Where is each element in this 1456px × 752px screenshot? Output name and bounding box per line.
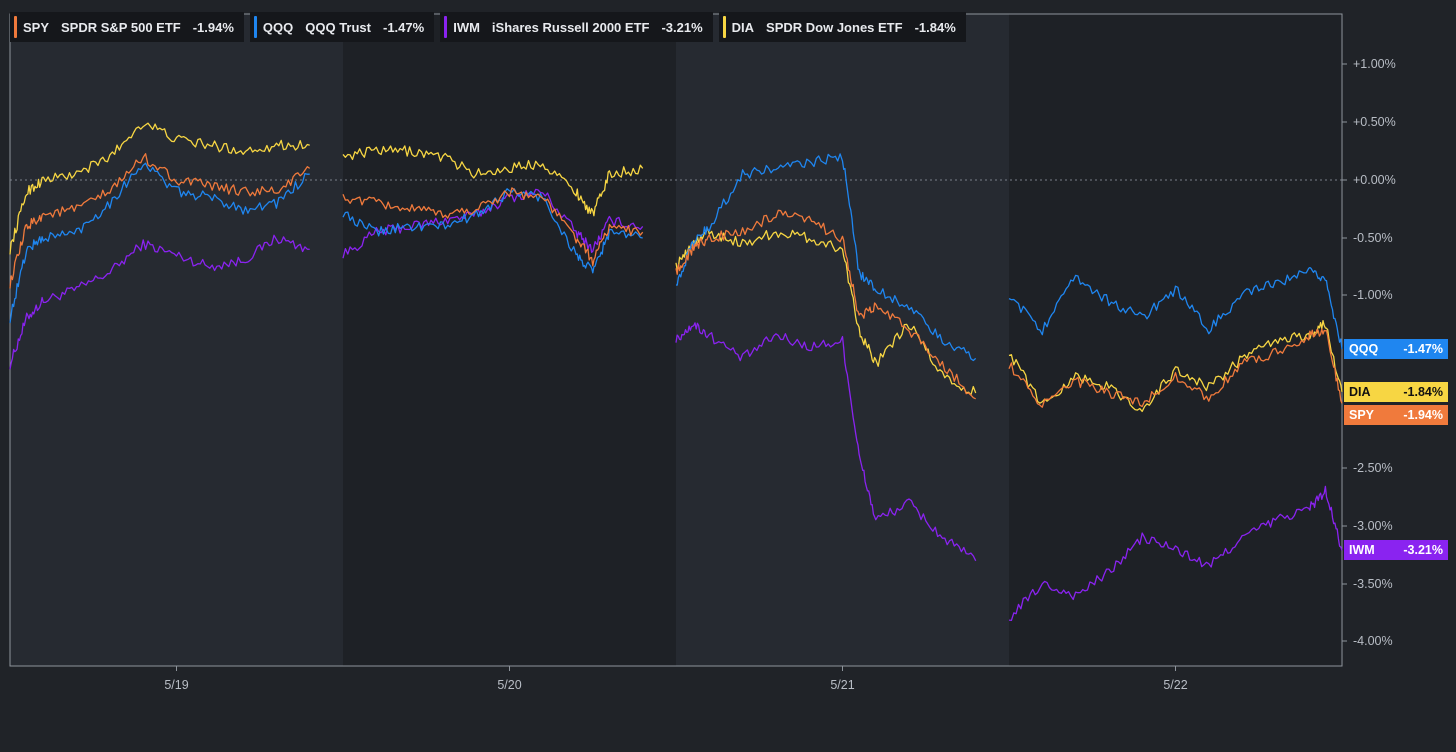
legend-swatch-iwm (444, 16, 448, 38)
end-label-spy: SPY -1.94% (1344, 404, 1448, 425)
x-tick-label: 5/19 (164, 678, 188, 692)
series-line-iwm (675, 322, 977, 562)
end-label-value: -1.47% (1403, 342, 1443, 357)
y-tick-label: -4.00% (1353, 634, 1393, 648)
legend-change: -1.47% (383, 19, 425, 35)
session-band (343, 14, 676, 666)
series-line-spy (9, 153, 311, 289)
legend-name: iShares Russell 2000 ETF (491, 19, 650, 35)
end-label-value: -1.84% (1403, 384, 1443, 399)
series-line-dia (9, 122, 310, 255)
series-line-spy (342, 187, 644, 267)
end-label-value: -3.21% (1403, 543, 1443, 558)
legend-ticker: DIA (731, 19, 755, 35)
series-line-qqq (1008, 266, 1343, 350)
end-label-value: -1.94% (1403, 407, 1443, 422)
legend-name: SPDR S&P 500 ETF (61, 19, 181, 35)
legend: SPY SPDR S&P 500 ETF -1.94% QQQ QQQ Trus… (10, 12, 966, 42)
end-label-iwm: IWM -3.21% (1344, 540, 1448, 561)
session-band (10, 14, 343, 666)
y-tick-label: +0.00% (1353, 173, 1396, 187)
end-label-ticker: DIA (1349, 384, 1371, 399)
y-tick-label: +0.50% (1353, 115, 1396, 129)
legend-ticker: SPY (23, 19, 50, 35)
series-line-iwm (9, 234, 310, 370)
legend-name: QQQ Trust (305, 19, 371, 35)
legend-item-dia[interactable]: DIA SPDR Dow Jones ETF -1.84% (718, 12, 966, 42)
series-line-spy (675, 209, 976, 400)
x-tick-label: 5/22 (1163, 678, 1187, 692)
series-line-iwm (1008, 485, 1343, 622)
legend-swatch-qqq (253, 16, 257, 38)
y-tick-label: -2.50% (1353, 461, 1393, 475)
series-line-qqq (342, 188, 643, 274)
series-line-qqq (675, 153, 977, 362)
end-label-ticker: SPY (1349, 407, 1375, 422)
y-tick-label: -0.50% (1353, 231, 1393, 245)
end-label-dia: DIA -1.84% (1344, 381, 1448, 402)
series-line-dia (342, 145, 644, 217)
legend-change: -3.21% (661, 19, 703, 35)
legend-item-iwm[interactable]: IWM iShares Russell 2000 ETF -3.21% (440, 12, 713, 42)
legend-change: -1.94% (192, 19, 234, 35)
legend-change: -1.84% (914, 19, 956, 35)
legend-swatch-dia (722, 16, 726, 38)
y-tick-label: -3.50% (1353, 577, 1393, 591)
x-tick-label: 5/21 (830, 678, 854, 692)
legend-ticker: QQQ (262, 19, 294, 35)
legend-ticker: IWM (453, 19, 480, 35)
y-tick-label: +1.00% (1353, 57, 1396, 71)
end-label-qqq: QQQ -1.47% (1344, 339, 1448, 360)
x-tick-label: 5/20 (497, 678, 521, 692)
series-line-qqq (9, 162, 310, 324)
end-label-ticker: IWM (1349, 543, 1375, 558)
y-tick-label: -1.00% (1353, 288, 1393, 302)
legend-item-qqq[interactable]: QQQ QQQ Trust -1.47% (249, 12, 435, 42)
legend-item-spy[interactable]: SPY SPDR S&P 500 ETF -1.94% (10, 12, 244, 42)
series-line-spy (1008, 328, 1343, 408)
legend-swatch-spy (14, 16, 17, 38)
legend-name: SPDR Dow Jones ETF (766, 19, 903, 35)
session-band (1009, 14, 1342, 666)
end-label-ticker: QQQ (1349, 342, 1379, 357)
y-tick-label: -3.00% (1353, 519, 1393, 533)
